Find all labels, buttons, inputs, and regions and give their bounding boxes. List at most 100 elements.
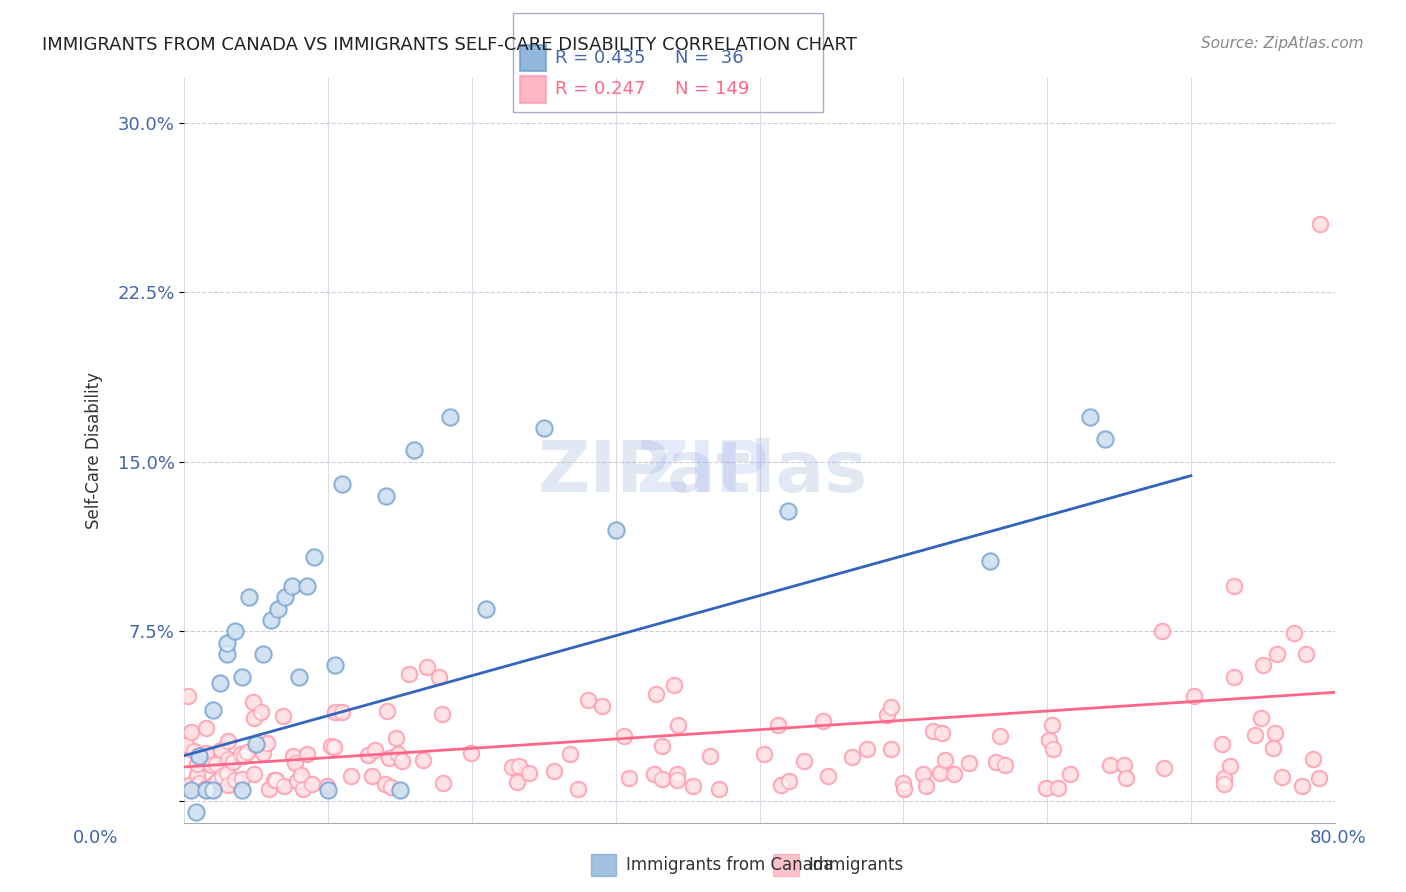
Point: [460, 746, 482, 760]
Point: [793, 754, 815, 768]
Point: [263, 773, 285, 788]
Point: [841, 750, 863, 764]
Point: [180, 725, 202, 739]
Point: [217, 752, 239, 766]
Point: [1308, 771, 1330, 785]
Point: [186, 756, 208, 771]
Point: [778, 774, 800, 789]
Text: N = 149: N = 149: [675, 80, 749, 98]
Point: [284, 756, 307, 770]
Point: [1308, 771, 1330, 785]
Point: [817, 768, 839, 782]
Point: [375, 704, 398, 718]
Point: [543, 764, 565, 778]
Point: [380, 780, 402, 794]
Point: [404, 443, 426, 458]
Point: [1271, 770, 1294, 784]
Point: [250, 706, 273, 720]
Point: [378, 751, 401, 765]
Point: [576, 693, 599, 707]
Point: [295, 579, 318, 593]
Point: [1213, 777, 1236, 791]
Point: [439, 409, 461, 424]
Point: [209, 676, 232, 690]
Text: ZIP: ZIP: [637, 438, 769, 508]
Point: [323, 740, 346, 755]
Point: [252, 647, 274, 661]
Point: [273, 779, 295, 793]
Point: [1182, 690, 1205, 704]
Point: [217, 635, 239, 649]
Point: [245, 737, 267, 751]
Point: [666, 767, 689, 781]
Point: [340, 768, 363, 782]
Point: [605, 523, 627, 537]
Point: [188, 748, 211, 763]
Point: [245, 737, 267, 751]
Point: [1112, 757, 1135, 772]
Point: [217, 647, 239, 661]
Point: [215, 766, 238, 780]
Point: [501, 759, 523, 773]
Point: [211, 769, 233, 783]
Point: [576, 693, 599, 707]
Point: [211, 769, 233, 783]
Point: [235, 745, 257, 759]
Point: [811, 714, 834, 728]
Point: [1213, 771, 1236, 785]
Point: [856, 742, 879, 756]
Point: [533, 421, 555, 435]
Point: [1211, 737, 1233, 751]
Point: [1295, 647, 1317, 661]
Point: [915, 779, 938, 793]
Point: [1302, 752, 1324, 766]
Point: [1223, 669, 1246, 683]
Point: [387, 747, 409, 761]
Point: [177, 779, 200, 793]
Point: [613, 729, 636, 743]
Point: [194, 782, 217, 797]
Point: [957, 756, 980, 770]
Point: [233, 748, 256, 763]
Point: [891, 776, 914, 790]
Point: [378, 751, 401, 765]
Text: Immigrants: Immigrants: [808, 856, 904, 874]
Point: [281, 579, 304, 593]
Point: [202, 782, 225, 797]
Point: [316, 779, 339, 793]
Point: [233, 748, 256, 763]
Text: IMMIGRANTS FROM CANADA VS IMMIGRANTS SELF-CARE DISABILITY CORRELATION CHART: IMMIGRANTS FROM CANADA VS IMMIGRANTS SEL…: [42, 36, 858, 54]
Point: [879, 699, 901, 714]
Point: [177, 779, 200, 793]
Point: [1182, 690, 1205, 704]
Point: [217, 752, 239, 766]
Point: [921, 723, 943, 738]
Point: [323, 658, 346, 673]
Point: [224, 624, 246, 639]
Point: [1099, 757, 1122, 772]
Point: [651, 739, 673, 753]
Point: [699, 748, 721, 763]
Point: [427, 670, 450, 684]
Point: [778, 774, 800, 789]
Point: [375, 704, 398, 718]
Point: [645, 687, 668, 701]
Point: [934, 753, 956, 767]
Point: [1261, 741, 1284, 756]
Point: [931, 726, 953, 740]
Point: [876, 707, 898, 722]
Point: [412, 753, 434, 767]
Point: [256, 736, 278, 750]
Point: [231, 782, 253, 797]
Point: [364, 742, 387, 756]
Point: [915, 779, 938, 793]
Point: [231, 669, 253, 683]
Point: [319, 739, 342, 753]
Text: Immigrants from Canada: Immigrants from Canada: [626, 856, 832, 874]
Point: [250, 706, 273, 720]
Point: [180, 725, 202, 739]
Point: [1213, 771, 1236, 785]
Point: [180, 782, 202, 797]
Point: [263, 773, 285, 788]
Point: [811, 714, 834, 728]
